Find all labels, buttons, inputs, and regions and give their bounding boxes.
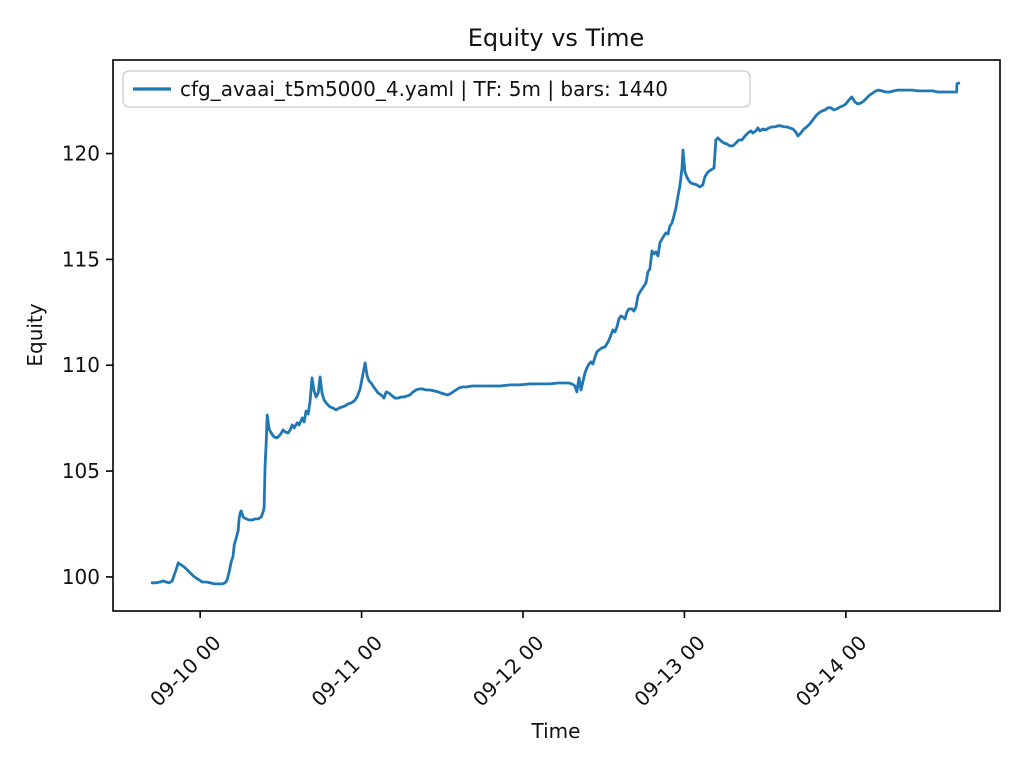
y-tick-label: 105 xyxy=(62,459,100,483)
legend: cfg_avaai_t5m5000_4.yaml | TF: 5m | bars… xyxy=(122,70,751,108)
x-tick-label: 09-10 00 xyxy=(145,631,226,712)
y-tick-label: 120 xyxy=(62,142,100,166)
x-axis-title: Time xyxy=(531,719,581,743)
x-axis: 09-10 00 09-11 00 09-12 00 09-13 00 09-14 00 xyxy=(145,611,871,711)
x-tick-label: 09-14 00 xyxy=(791,631,872,712)
y-axis: 100 105 110 115 120 xyxy=(62,142,113,589)
y-tick-label: 115 xyxy=(62,247,100,271)
chart-title: Equity vs Time xyxy=(468,24,645,52)
legend-label: cfg_avaai_t5m5000_4.yaml | TF: 5m | bars… xyxy=(180,77,668,101)
y-axis-title: Equity xyxy=(23,303,47,366)
x-tick-label: 09-11 00 xyxy=(307,631,388,712)
y-tick-label: 100 xyxy=(62,565,100,589)
plot-area xyxy=(112,59,1001,612)
x-tick-label: 09-13 00 xyxy=(629,631,710,712)
legend-box xyxy=(122,70,751,108)
y-tick-label: 110 xyxy=(62,353,100,377)
x-tick-label: 09-12 00 xyxy=(468,631,549,712)
equity-line xyxy=(150,81,961,586)
